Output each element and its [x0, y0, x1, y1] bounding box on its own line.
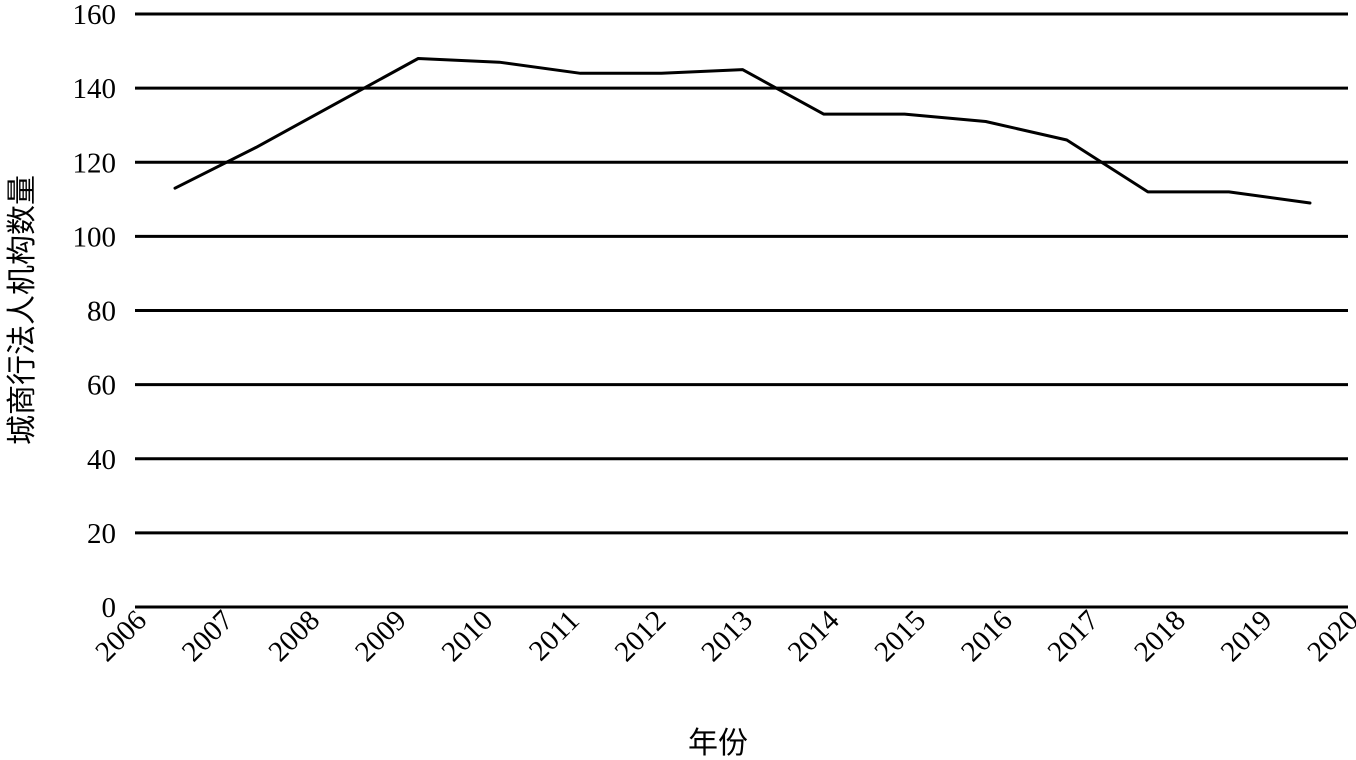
x-tick-label-2016: 2016	[955, 604, 1019, 668]
y-tick-label: 0	[102, 592, 117, 624]
x-tick-label-2012: 2012	[609, 604, 673, 668]
y-axis-label: 城商行法人机构数量	[5, 175, 40, 445]
y-tick-label: 40	[87, 444, 116, 476]
x-tick-label-2015: 2015	[868, 604, 932, 668]
x-tick-label-2020: 2020	[1301, 604, 1356, 668]
series-line-0	[173, 57, 1312, 205]
y-tick-labels: 0 20 40 60 80 100 120 140 160	[73, 0, 117, 624]
x-tick-labels: 2006 2007 2008 2009 2010 2011 2012 2013 2014 2015…	[89, 604, 1356, 668]
y-tick-label: 120	[73, 147, 117, 179]
y-tick-label: 80	[87, 296, 116, 328]
x-tick-label-2014: 2014	[782, 604, 846, 668]
x-tick-label-2008: 2008	[262, 604, 326, 668]
x-tick-label-2011: 2011	[523, 604, 586, 667]
x-axis-label: 年份	[688, 726, 748, 760]
x-tick-label-2010: 2010	[436, 604, 500, 668]
gridlines	[135, 12, 1348, 609]
y-tick-label: 160	[73, 0, 117, 31]
x-tick-label-2009: 2009	[349, 604, 413, 668]
y-tick-label: 60	[87, 370, 116, 402]
x-tick-label-2006: 2006	[89, 604, 153, 668]
y-tick-label: 20	[87, 518, 116, 550]
x-tick-label-2013: 2013	[695, 604, 759, 668]
x-tick-label-2007: 2007	[176, 604, 240, 668]
y-tick-label: 140	[73, 73, 117, 105]
series-layer	[173, 57, 1312, 205]
x-tick-label-2018: 2018	[1128, 604, 1192, 668]
x-tick-label-2019: 2019	[1215, 604, 1279, 668]
x-tick-label-2017: 2017	[1042, 604, 1106, 668]
y-tick-label: 100	[73, 221, 117, 253]
